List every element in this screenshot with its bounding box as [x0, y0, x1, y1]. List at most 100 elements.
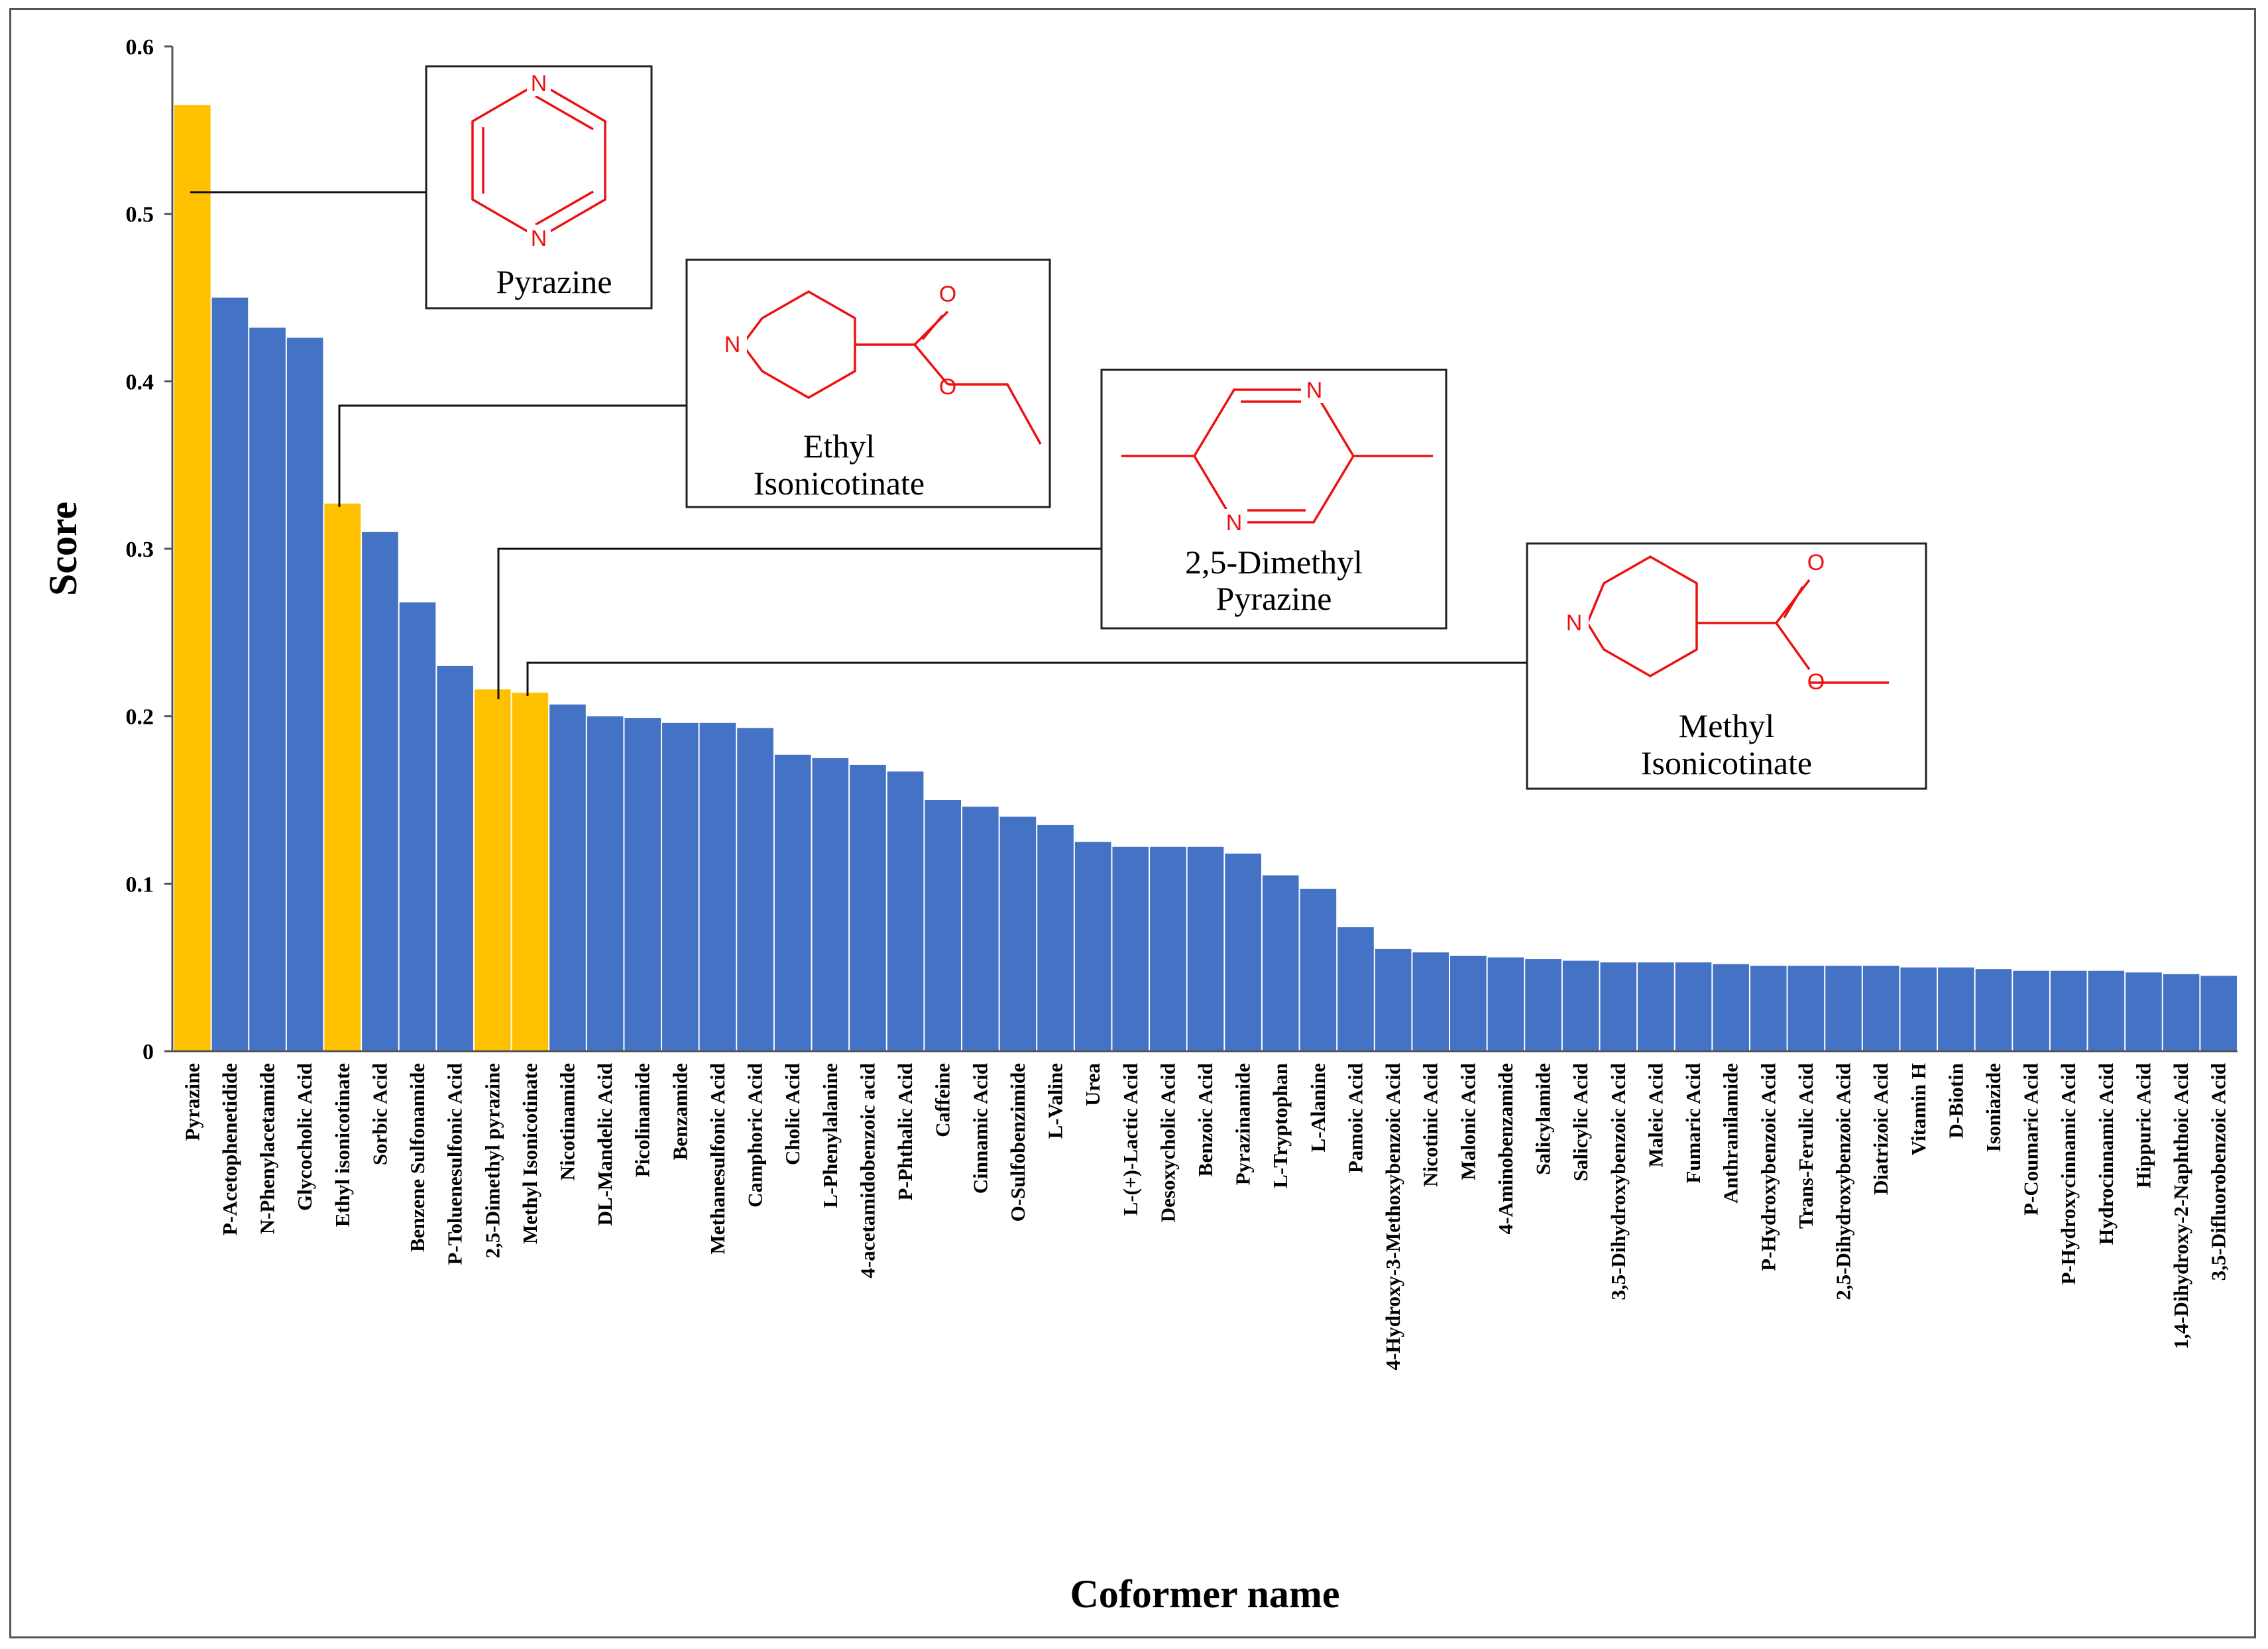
bar-6: [399, 602, 436, 1051]
structure-box-frame: [1526, 542, 1927, 790]
methyl-carbonyl-oxygen-label: O: [1807, 550, 1825, 575]
x-category-label: Hippuric Acid: [2131, 1063, 2155, 1188]
bar-7: [437, 665, 473, 1051]
x-category-label: L-Valine: [1044, 1063, 1067, 1139]
leader-line-methyl-isonicotinate: [526, 661, 1527, 696]
bar-42: [1750, 966, 1787, 1051]
x-category-label: Anthranilamide: [1719, 1063, 1742, 1204]
ethyl-carbonyl-oxygen-label: O: [939, 282, 956, 307]
y-axis-title: Score: [41, 502, 85, 596]
x-category-label: Methanesulfonic Acid: [706, 1063, 729, 1254]
x-axis-title: Coformer name: [1070, 1572, 1339, 1616]
x-category-label: Diatrizoic Acid: [1869, 1063, 1892, 1195]
structure-box-pyrazine: N N Pyrazine: [425, 65, 653, 310]
structure-label-line2: Pyrazine: [1216, 580, 1332, 617]
bar-45: [1862, 966, 1899, 1051]
bar-53: [2163, 974, 2200, 1051]
structure-label-line2: Isonicotinate: [754, 465, 925, 502]
x-category-label: Ethyl isonicotinate: [331, 1063, 354, 1227]
x-category-label: P-Hydroxycinnamic Acid: [2057, 1063, 2080, 1284]
bar-29: [1262, 875, 1299, 1051]
bar-0: [174, 105, 211, 1052]
structure-box-ethyl-isonicotinate: N O O Ethyl Isonicotinate: [685, 258, 1051, 508]
y-tick-label: 0.6: [126, 35, 154, 60]
bar-5: [362, 532, 398, 1051]
methyl-isonicotinate-structure-icon: N O O: [1562, 550, 1889, 695]
bar-4: [324, 503, 361, 1051]
x-category-label: Maleic Acid: [1644, 1063, 1667, 1168]
structure-label: Pyrazine: [496, 263, 612, 300]
pyrazine-atom-1: N: [531, 71, 547, 96]
bar-14: [699, 722, 736, 1051]
x-category-label: L-Tryptophan: [1269, 1063, 1292, 1188]
y-tick-label: 0.1: [126, 872, 154, 897]
x-category-label: Malonic Acid: [1456, 1063, 1479, 1180]
structure-box-methyl-isonicotinate: N O O Methyl Isonicotinate: [1526, 542, 1927, 790]
bar-10: [549, 704, 586, 1051]
bar-13: [662, 722, 699, 1051]
bar-48: [1975, 969, 2012, 1051]
x-category-label: 2,5-Dihydroxybenzoic Acid: [1832, 1063, 1855, 1300]
bar-2: [249, 327, 286, 1052]
leader-line-ethyl-isonicotinate: [338, 404, 687, 507]
structure-box-frame: [425, 65, 653, 310]
x-category-label: Pamoic Acid: [1343, 1063, 1367, 1173]
methyl-nitrogen-label: N: [1566, 610, 1583, 636]
dimethyl-nitrogen-label-1: N: [1306, 378, 1323, 403]
x-category-label: Pyrazine: [180, 1063, 203, 1141]
x-categories-group: Pyrazine P-Acetophenetidide N-Phenylacetam…: [180, 1063, 2230, 1371]
x-category-label: Caffeine: [931, 1063, 954, 1137]
bar-46: [1900, 967, 1937, 1051]
bar-44: [1825, 966, 1862, 1051]
x-category-label: 4-Hydroxy-3-Methoxybenzoic Acid: [1381, 1063, 1404, 1371]
x-category-label: 2,5-Dimethyl pyrazine: [481, 1063, 504, 1258]
leader-lines-group: [190, 191, 1527, 699]
x-category-label: P-Phthalic Acid: [893, 1063, 917, 1201]
x-category-label: Nicotinamide: [555, 1063, 579, 1180]
x-category-label: 3,5-Difluorobenzoic Acid: [2207, 1063, 2230, 1280]
structure-box-dimethyl-pyrazine: N N 2,5-Dimethyl Pyrazine: [1100, 369, 1447, 630]
bar-39: [1638, 962, 1674, 1051]
chart-frame: [9, 8, 2256, 1638]
x-category-label: Vitamin H: [1907, 1063, 1930, 1155]
bar-3: [286, 337, 323, 1051]
bar-28: [1225, 853, 1261, 1051]
structure-label-line1: Methyl: [1679, 707, 1774, 744]
bar-20: [925, 800, 961, 1051]
bar-52: [2126, 972, 2162, 1051]
bar-8: [474, 689, 511, 1051]
bar-41: [1713, 964, 1749, 1051]
bar-35: [1487, 957, 1524, 1051]
x-category-label: O-Sulfobenzimide: [1006, 1063, 1029, 1222]
y-tick-label: 0.5: [126, 203, 154, 227]
bar-33: [1412, 952, 1449, 1051]
bar-49: [2013, 970, 2049, 1051]
x-category-label: Isoniazide: [1982, 1063, 2005, 1152]
x-category-label: Desoxycholic Acid: [1156, 1063, 1179, 1222]
x-category-label: 4-acetamidobenzoic acid: [856, 1063, 879, 1279]
bar-22: [999, 817, 1037, 1051]
bar-9: [512, 693, 549, 1051]
bar-19: [887, 771, 924, 1051]
y-ticks-group: 0 0.1 0.2 0.3 0.4 0.5 0.6: [126, 35, 172, 1064]
x-category-label: L-(+)-Lactic Acid: [1119, 1063, 1142, 1216]
x-category-label: Picolinamide: [631, 1063, 654, 1177]
bars-group: [174, 105, 2237, 1052]
leader-line-dimethyl-pyrazine: [497, 547, 1102, 699]
structure-label-line2: Isonicotinate: [1641, 744, 1812, 781]
bar-18: [850, 764, 886, 1051]
bar-25: [1112, 846, 1149, 1051]
y-tick-label: 0.3: [126, 538, 154, 562]
bar-43: [1787, 966, 1825, 1051]
x-category-label: Urea: [1081, 1063, 1104, 1106]
x-category-label: Glycocholic Acid: [293, 1063, 316, 1211]
bar-21: [962, 807, 999, 1051]
x-category-label: P-Toluenesulfonic Acid: [443, 1063, 467, 1265]
x-category-label: Nicotinic Acid: [1419, 1063, 1442, 1187]
structure-label-line1: 2,5-Dimethyl: [1185, 543, 1363, 581]
x-category-label: Salicylamide: [1532, 1063, 1555, 1175]
bar-40: [1675, 962, 1712, 1051]
bar-23: [1037, 824, 1074, 1051]
bar-30: [1300, 888, 1337, 1051]
bar-26: [1150, 846, 1186, 1051]
